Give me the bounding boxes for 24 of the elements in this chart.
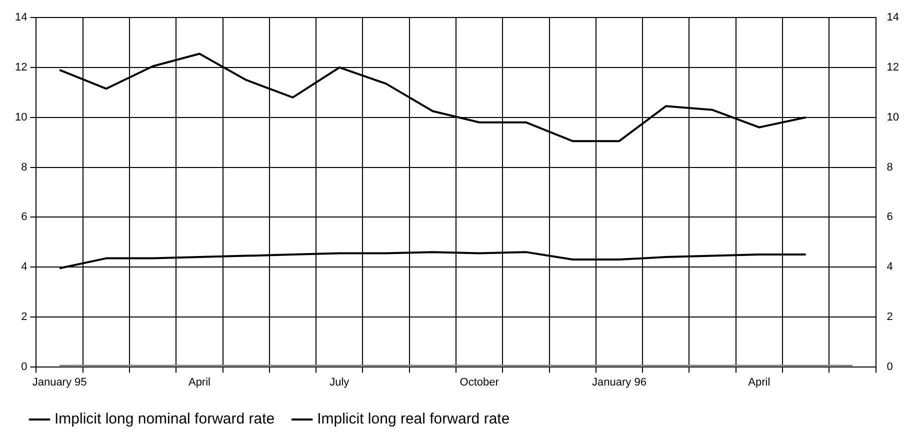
y2-tick-label: 6 — [886, 211, 893, 224]
y-tick-label: 2 — [21, 310, 28, 323]
y2-tick-label: 8 — [886, 161, 893, 174]
x-tick-label: January 95 — [32, 376, 87, 388]
y-tick-label: 6 — [21, 211, 28, 224]
y2-tick-label: 4 — [886, 261, 893, 274]
x-tick-label: January 96 — [592, 376, 646, 388]
y2-tick-label: 2 — [886, 310, 893, 323]
x-tick-label: April — [188, 376, 210, 388]
y2-tick-label: 12 — [886, 62, 900, 74]
legend-label: Implicit long nominal forward rate — [54, 410, 275, 428]
x-tick-label: July — [330, 376, 350, 388]
legend-label: Implicit long real forward rate — [317, 410, 510, 428]
y-tick-label: 8 — [21, 161, 28, 174]
y-tick-label: 0 — [21, 360, 28, 373]
y2-tick-label: 14 — [886, 12, 900, 24]
y-tick-label: 4 — [21, 261, 28, 274]
x-tick-label: April — [748, 376, 770, 388]
y2-tick-label: 10 — [886, 111, 900, 124]
y-tick-label: 10 — [14, 111, 28, 124]
y2-tick-label: 0 — [886, 360, 893, 373]
x-tick-label: October — [460, 376, 500, 388]
y-tick-label: 12 — [14, 62, 28, 74]
y-tick-label: 14 — [14, 12, 28, 24]
